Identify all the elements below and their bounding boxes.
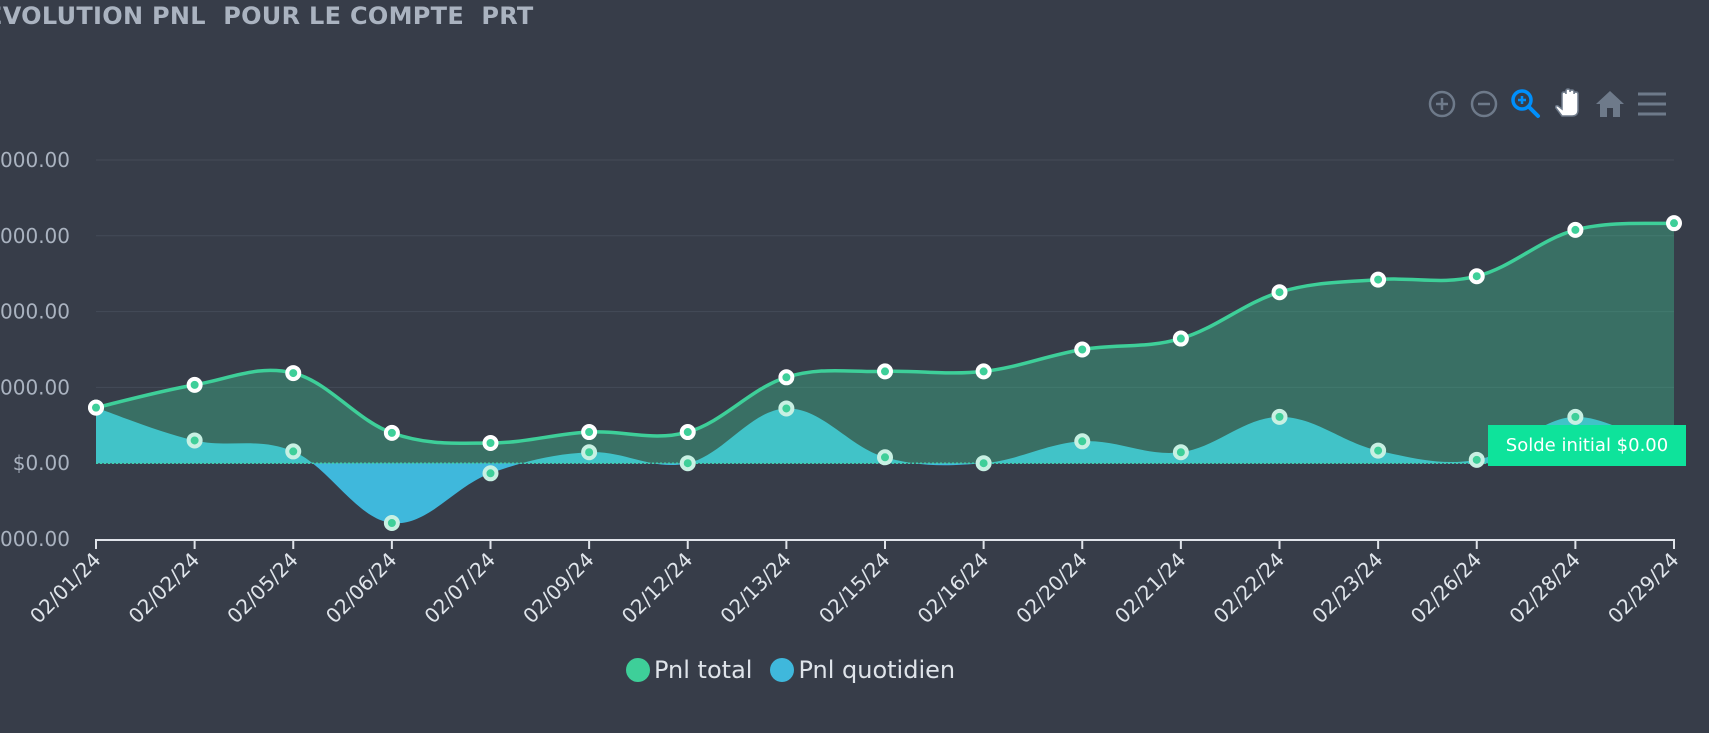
- data-point-pnl-quotidien: [482, 465, 499, 482]
- data-point-pnl-quotidien: [975, 455, 992, 472]
- data-point-pnl-quotidien: [1074, 433, 1091, 450]
- selection-zoom-icon: [1511, 89, 1540, 118]
- x-tick-label: 02/09/24: [518, 548, 598, 628]
- selection-zoom-button[interactable]: [1510, 88, 1542, 120]
- x-tick-label: 02/20/24: [1011, 548, 1091, 628]
- y-tick-label: $0.00: [13, 451, 70, 475]
- data-point-pnl-total: [975, 363, 992, 380]
- x-tick-label: 02/01/24: [25, 548, 105, 628]
- chart-menu-button[interactable]: [1636, 88, 1668, 120]
- y-tick-label: -$9000.00: [0, 527, 70, 551]
- x-tick-label: 02/21/24: [1110, 548, 1190, 628]
- x-tick-label: 02/16/24: [913, 548, 993, 628]
- chart-toolbar: [1426, 88, 1668, 120]
- x-tick-label: 02/07/24: [420, 548, 500, 628]
- menu-icon: [1638, 92, 1666, 116]
- pan-button[interactable]: [1552, 88, 1584, 120]
- x-tick-label: 02/06/24: [321, 548, 401, 628]
- data-point-pnl-quotidien: [1172, 444, 1189, 461]
- series-area-pnl-quotidien-negative: [312, 463, 984, 524]
- chart-legend: Pnl total Pnl quotidien: [626, 656, 955, 684]
- x-tick-label: 02/22/24: [1209, 548, 1289, 628]
- legend-item-pnl-total[interactable]: Pnl total: [626, 656, 752, 684]
- data-point-pnl-quotidien: [285, 443, 302, 460]
- legend-item-pnl-quotidien[interactable]: Pnl quotidien: [770, 656, 955, 684]
- data-point-pnl-quotidien: [1370, 442, 1387, 459]
- data-point-pnl-quotidien: [679, 455, 696, 472]
- data-point-pnl-total: [1468, 268, 1485, 285]
- series-area-pnl-total: [96, 223, 1674, 464]
- data-point-pnl-total: [679, 424, 696, 441]
- data-point-pnl-total: [383, 424, 400, 441]
- data-point-pnl-total: [581, 424, 598, 441]
- x-tick-label: 02/13/24: [715, 548, 795, 628]
- initial-balance-annotation: Solde initial $0.00: [1488, 425, 1686, 466]
- data-point-pnl-quotidien: [581, 444, 598, 461]
- x-tick-label: 02/23/24: [1307, 548, 1387, 628]
- zoom-out-button[interactable]: [1468, 88, 1500, 120]
- data-point-pnl-quotidien: [877, 449, 893, 466]
- data-point-pnl-total: [1567, 221, 1584, 238]
- data-point-pnl-quotidien: [1567, 408, 1584, 425]
- pan-hand-icon: [1555, 88, 1579, 117]
- y-tick-label: $18000.00: [0, 300, 70, 324]
- x-tick-label: 02/02/24: [124, 548, 204, 628]
- x-tick-label: 02/12/24: [617, 548, 697, 628]
- data-point-pnl-total: [1271, 284, 1288, 301]
- x-tick-label: 02/26/24: [1406, 548, 1486, 628]
- x-tick-label: 02/28/24: [1504, 548, 1584, 628]
- data-point-pnl-quotidien: [1468, 451, 1485, 468]
- y-tick-label: $9000.00: [0, 375, 70, 399]
- data-point-pnl-total: [482, 434, 499, 451]
- data-point-pnl-total: [877, 363, 893, 380]
- data-point-pnl-total: [778, 369, 795, 386]
- data-point-pnl-quotidien: [1271, 408, 1288, 425]
- legend-marker-icon: [770, 658, 795, 682]
- data-point-pnl-total: [186, 376, 203, 393]
- zoom-in-button[interactable]: [1426, 88, 1458, 120]
- data-point-pnl-total: [1074, 341, 1091, 358]
- legend-label: Pnl quotidien: [798, 656, 956, 684]
- zoom-in-icon: [1428, 90, 1456, 118]
- data-point-pnl-total: [1370, 271, 1387, 288]
- x-tick-label: 02/29/24: [1603, 548, 1683, 628]
- data-point-pnl-quotidien: [383, 514, 400, 531]
- y-tick-label: $27000.00: [0, 224, 70, 248]
- data-point-pnl-total: [1666, 215, 1682, 232]
- data-point-pnl-total: [1172, 330, 1189, 347]
- x-tick-label: 02/05/24: [222, 548, 302, 628]
- y-tick-label: $36000.00: [0, 148, 70, 172]
- x-tick-label: 02/15/24: [814, 548, 894, 628]
- data-point-pnl-quotidien: [186, 432, 203, 449]
- legend-marker-icon: [626, 658, 650, 682]
- data-point-pnl-total: [88, 399, 104, 416]
- home-reset-icon: [1596, 91, 1624, 117]
- data-point-pnl-total: [285, 365, 302, 382]
- zoom-out-icon: [1470, 90, 1498, 118]
- chart-title: ÉVOLUTION PNL POUR LE COMPTE PRT: [0, 2, 534, 30]
- reset-zoom-button[interactable]: [1594, 88, 1626, 120]
- data-point-pnl-quotidien: [778, 400, 795, 417]
- legend-label: Pnl total: [654, 656, 753, 684]
